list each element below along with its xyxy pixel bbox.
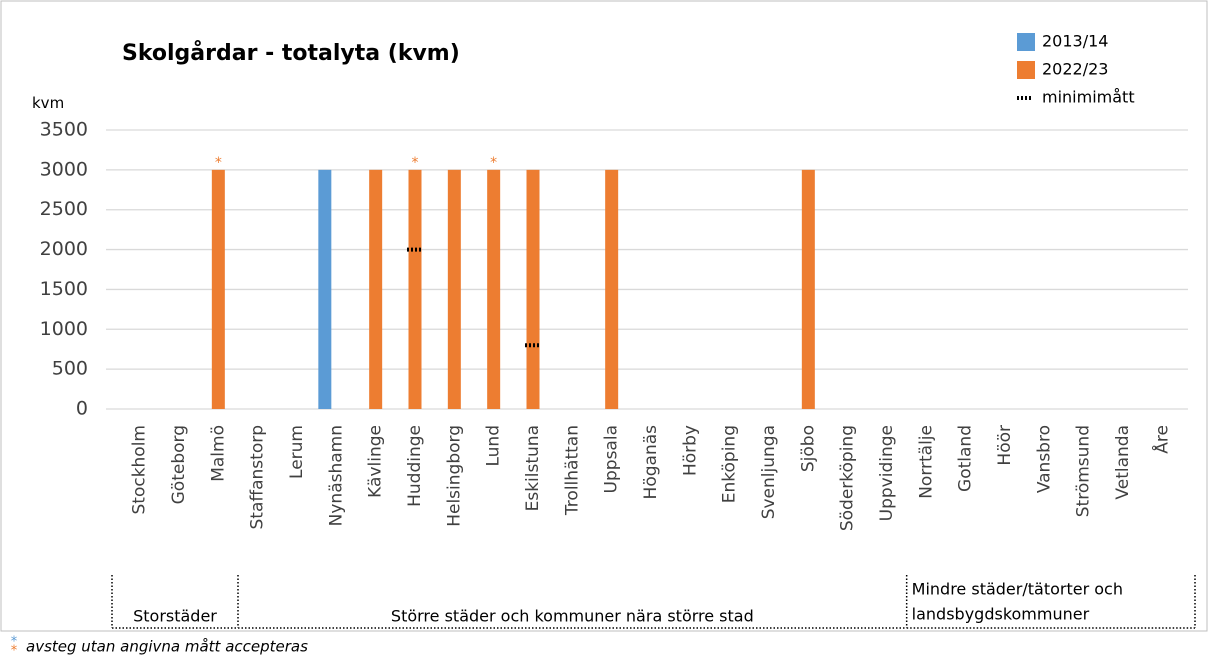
chart-title: Skolgårdar - totalyta (kvm) [122, 40, 460, 66]
bar [369, 169, 383, 409]
x-tick-label: Göteborg [169, 425, 189, 504]
group-label: landsbygdskommuner [912, 605, 1090, 624]
x-tick-label: Lerum [287, 425, 307, 479]
x-tick-label: Sjöbo [798, 425, 818, 472]
x-tick-label: Norrtälje [916, 425, 936, 499]
x-tick-label: Åre [1150, 425, 1172, 454]
bar [211, 169, 225, 409]
y-tick-label: 3000 [40, 158, 88, 180]
x-tick-label: Enköping [720, 425, 740, 503]
x-tick-label: Nynäshamn [326, 425, 346, 526]
x-tick-label: Helsingborg [444, 425, 464, 527]
group-label: Storstäder [133, 607, 217, 626]
y-tick-label: 500 [52, 358, 88, 380]
x-tick-label: Trollhättan [562, 425, 582, 516]
x-tick-label: Gotland [956, 425, 976, 492]
x-tick-label: Höör [995, 425, 1015, 466]
y-axis-label: kvm [32, 94, 64, 112]
bar [526, 169, 540, 409]
legend-swatch [1017, 33, 1035, 51]
x-tick-label: Stockholm [130, 425, 150, 515]
annotation: * [490, 155, 497, 171]
x-tick-label: Lund [484, 425, 504, 467]
chart-border [0, 0, 1208, 632]
y-tick-label: 2500 [40, 198, 88, 220]
bar [318, 169, 332, 409]
legend-label: 2013/14 [1042, 32, 1108, 51]
legend-label: minimimått [1042, 88, 1135, 107]
bar [408, 169, 422, 409]
x-tick-label: Söderköping [838, 425, 858, 531]
legend-label: 2022/23 [1042, 60, 1108, 79]
bar [605, 169, 619, 409]
x-tick-label: Vetlanda [1113, 425, 1133, 500]
x-tick-label: Huddinge [405, 425, 425, 507]
group-label: Större städer och kommuner nära större s… [391, 607, 754, 626]
annotation: * [412, 155, 419, 171]
footnote: avsteg utan angivna mått accepteras [26, 638, 308, 656]
group-label: Mindre städer/tätorter och [912, 580, 1123, 599]
x-tick-label: Kävlinge [366, 425, 386, 498]
y-tick-label: 1000 [40, 318, 88, 340]
x-tick-label: Uppsala [602, 425, 622, 493]
x-tick-label: Eskilstuna [523, 425, 543, 511]
x-tick-label: Uppvidinge [877, 425, 897, 521]
bar [487, 169, 501, 409]
x-tick-label: Svenljunga [759, 425, 779, 519]
x-tick-label: Malmö [208, 425, 228, 482]
y-tick-label: 1500 [40, 278, 88, 300]
x-tick-label: Vansbro [1034, 425, 1054, 493]
bar [447, 169, 461, 409]
footnote-marker: * [11, 635, 18, 650]
y-tick-label: 2000 [40, 238, 88, 260]
x-tick-label: Strömsund [1074, 425, 1094, 517]
y-tick-label: 0 [76, 398, 88, 420]
x-tick-label: Staffanstorp [248, 425, 268, 529]
y-tick-label: 3500 [40, 119, 88, 141]
x-tick-label: Höganäs [641, 425, 661, 500]
footnote-marker: * [11, 644, 18, 658]
legend-swatch [1017, 61, 1035, 79]
bar [801, 169, 815, 409]
x-tick-label: Hörby [680, 425, 700, 476]
annotation: * [215, 155, 222, 171]
